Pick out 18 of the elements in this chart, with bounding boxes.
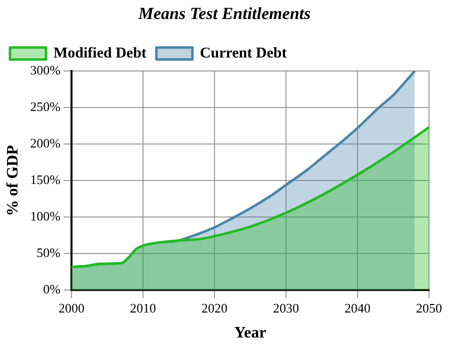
y-tick-label: 50% <box>36 245 61 260</box>
chart-title: Means Test Entitlements <box>137 4 312 24</box>
y-tick-label: 200% <box>30 135 61 150</box>
legend-label: Current Debt <box>200 45 287 62</box>
y-tick-label: 0% <box>43 282 61 297</box>
y-tick-label: 250% <box>30 98 61 114</box>
x-tick-label: 2000 <box>58 300 85 316</box>
x-axis-title: Year <box>234 324 266 342</box>
legend-label: Modified Debt <box>54 45 146 62</box>
x-tick-label: 2020 <box>202 300 228 316</box>
y-tick-label: 150% <box>30 172 61 188</box>
x-tick-label: 2050 <box>416 300 442 316</box>
x-tick-label: 2030 <box>273 300 300 316</box>
y-tick-label: 100% <box>30 208 61 224</box>
y-axis-title: % of GDP <box>4 144 22 216</box>
x-tick-label: 2040 <box>344 300 371 316</box>
y-tick-label: 300% <box>30 62 61 78</box>
x-tick-label: 2010 <box>130 300 156 316</box>
